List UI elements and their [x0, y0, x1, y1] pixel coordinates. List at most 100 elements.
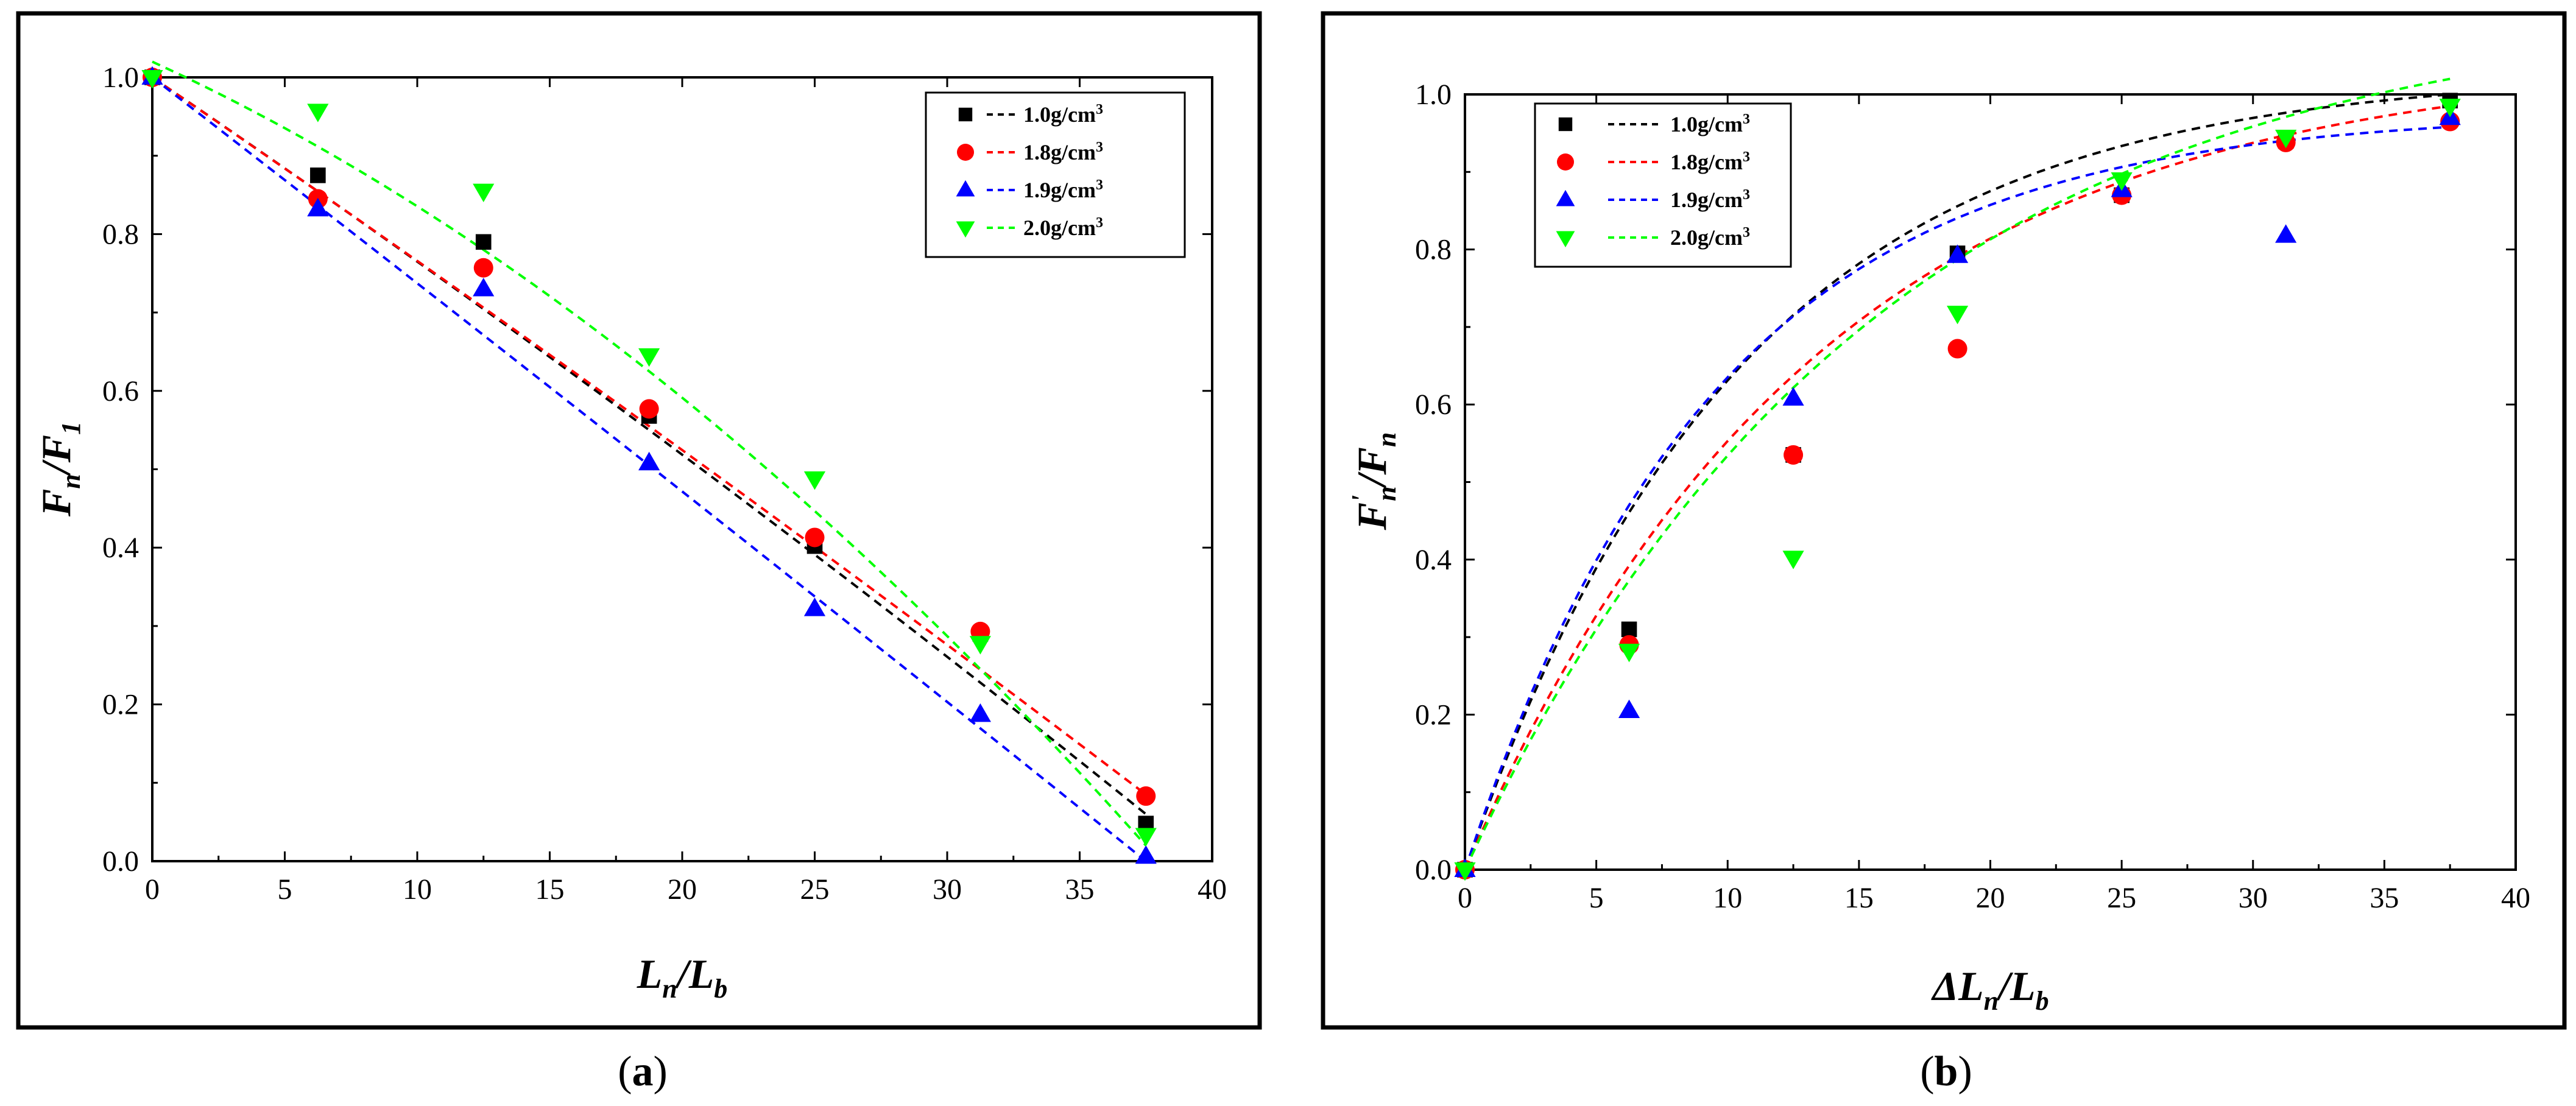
legend-b-label-3: 1.9g/cm3	[1670, 187, 1750, 212]
x-tick-label: 35	[1065, 873, 1095, 906]
data-point-1-8	[1784, 445, 1804, 465]
data-point-1-8	[473, 258, 493, 278]
legend-b-label-1: 1.0g/cm3	[1670, 111, 1750, 136]
data-point-2-0	[1135, 828, 1157, 847]
panel-b-x-axis-title: ΔLn/Lb	[1930, 963, 2048, 1016]
data-point-2-0	[638, 348, 660, 367]
panel-b: 0 5 10 15 20 25 30 35 40 0.0 0.2 0.4 0.6 0.8 1.0 1.0g/…	[1321, 11, 2567, 1095]
panel-a-caption: (a)	[618, 1048, 668, 1095]
x-tick-label: 10	[403, 873, 432, 906]
x-tick-label: 5	[1589, 882, 1604, 914]
fit-line-2-0	[152, 60, 1147, 847]
legend-a-label-3: 1.9g/cm3	[1023, 177, 1103, 202]
data-point-1-9	[1135, 845, 1157, 864]
data-point-1-0	[475, 234, 492, 250]
legend-b-label-2: 1.8g/cm3	[1670, 149, 1750, 174]
legend-marker-1-8	[1557, 153, 1574, 171]
data-point-2-0	[473, 183, 495, 203]
x-tick-label: 30	[933, 873, 962, 906]
x-tick-label: 30	[2239, 882, 2268, 914]
data-point-2-0	[307, 104, 329, 122]
x-tick-label: 0	[145, 873, 160, 906]
x-tick-label: 10	[1713, 882, 1742, 914]
panel-a-data-points	[141, 66, 1157, 864]
panel-b-axes: 0 5 10 15 20 25 30 35 40 0.0 0.2 0.4 0.6 0.8 1.0	[1415, 79, 2530, 914]
x-tick-label: 20	[1976, 882, 2005, 914]
data-point-1-9	[803, 597, 826, 616]
y-tick-label: 0.8	[1415, 234, 1452, 266]
data-point-2-0	[1454, 862, 1476, 881]
legend-marker-2-0	[1556, 231, 1575, 248]
data-point-2-0	[1946, 305, 1969, 325]
x-tick-label: 35	[2370, 882, 2399, 914]
panel-a-x-axis-title: Ln/Lb	[637, 951, 727, 1004]
panel-b-caption: (b)	[1920, 1048, 1972, 1095]
data-point-1-9	[1618, 699, 1640, 719]
panel-b-legend: 1.0g/cm3 1.8g/cm3 1.9g/cm3 2.0g/cm3	[1534, 102, 1792, 268]
fit-line-1-0	[1464, 93, 2451, 870]
data-point-1-9	[473, 278, 495, 297]
y-tick-label: 0.4	[102, 532, 139, 564]
fit-line-1-8	[151, 76, 1147, 796]
data-point-1-9	[1782, 387, 1804, 406]
legend-a-label-1: 1.0g/cm3	[1023, 102, 1103, 127]
data-point-1-8	[639, 399, 659, 419]
panel-a-frame	[16, 11, 1262, 1030]
data-point-2-0	[1618, 644, 1640, 663]
panel-a: 0 5 10 15 20 25 30 35 40 0.0 0.2 0.4 0.6 0.8 1.0 1.0g/…	[16, 11, 1262, 1095]
x-tick-label: 15	[535, 873, 565, 906]
y-tick-label: 0.4	[1415, 544, 1452, 576]
data-point-2-0	[2111, 172, 2133, 191]
data-point-1-0	[1621, 621, 1637, 638]
data-point-2-0	[1782, 551, 1804, 569]
y-tick-label: 1.0	[102, 62, 139, 94]
panel-b-legend-box	[1534, 102, 1792, 268]
data-point-1-8	[805, 527, 825, 548]
data-point-1-9	[307, 197, 329, 217]
y-tick-label: 0.2	[102, 689, 139, 721]
panel-a-y-axis-title: Fn/F1	[33, 421, 86, 517]
x-tick-label: 15	[1844, 882, 1874, 914]
x-tick-label: 40	[2501, 882, 2530, 914]
panel-b-y-axis-title: F'n/Fn	[1346, 432, 1402, 531]
legend-a-label-2: 1.8g/cm3	[1023, 139, 1103, 164]
legend-b-label-4: 2.0g/cm3	[1670, 225, 1750, 250]
data-point-1-8	[1136, 786, 1156, 806]
x-tick-label: 20	[668, 873, 697, 906]
x-tick-label: 25	[800, 873, 830, 906]
data-point-2-0	[2275, 130, 2297, 149]
data-point-1-9	[638, 451, 660, 471]
fit-line-1-0	[151, 76, 1147, 815]
data-point-2-0	[2439, 99, 2461, 118]
legend-marker-2-0	[956, 221, 975, 238]
x-tick-label: 5	[278, 873, 292, 906]
y-tick-label: 0.0	[1415, 854, 1452, 886]
legend-marker-1-0	[1558, 117, 1573, 132]
y-tick-label: 1.0	[1415, 79, 1452, 111]
legend-marker-1-9	[956, 180, 975, 197]
y-tick-label: 0.6	[102, 375, 139, 407]
data-point-1-9	[969, 703, 991, 722]
data-point-2-0	[803, 471, 826, 490]
panel-b-data-points	[1454, 93, 2461, 881]
y-tick-label: 0.2	[1415, 699, 1452, 731]
data-point-1-8	[1947, 339, 1967, 359]
panel-a-legend: 1.0g/cm3 1.8g/cm3 1.9g/cm3 2.0g/cm3	[925, 91, 1186, 258]
legend-marker-1-0	[958, 107, 973, 122]
data-point-1-9	[1946, 244, 1969, 263]
y-tick-label: 0.8	[102, 218, 139, 250]
data-point-1-9	[2275, 224, 2297, 243]
data-point-1-0	[310, 167, 326, 183]
panel-a-axes: 0 5 10 15 20 25 30 35 40 0.0 0.2 0.4 0.6 0.8 1.0	[102, 62, 1227, 906]
x-tick-label: 40	[1198, 873, 1227, 906]
data-point-2-0	[141, 70, 163, 89]
panel-b-frame	[1321, 11, 2567, 1030]
y-tick-label: 0.0	[102, 845, 139, 878]
data-point-2-0	[969, 636, 991, 655]
x-tick-label: 25	[2107, 882, 2136, 914]
legend-marker-1-9	[1556, 189, 1575, 206]
legend-marker-1-8	[957, 144, 974, 161]
x-tick-label: 0	[1458, 882, 1472, 914]
fit-line-1-9	[1464, 125, 2451, 870]
